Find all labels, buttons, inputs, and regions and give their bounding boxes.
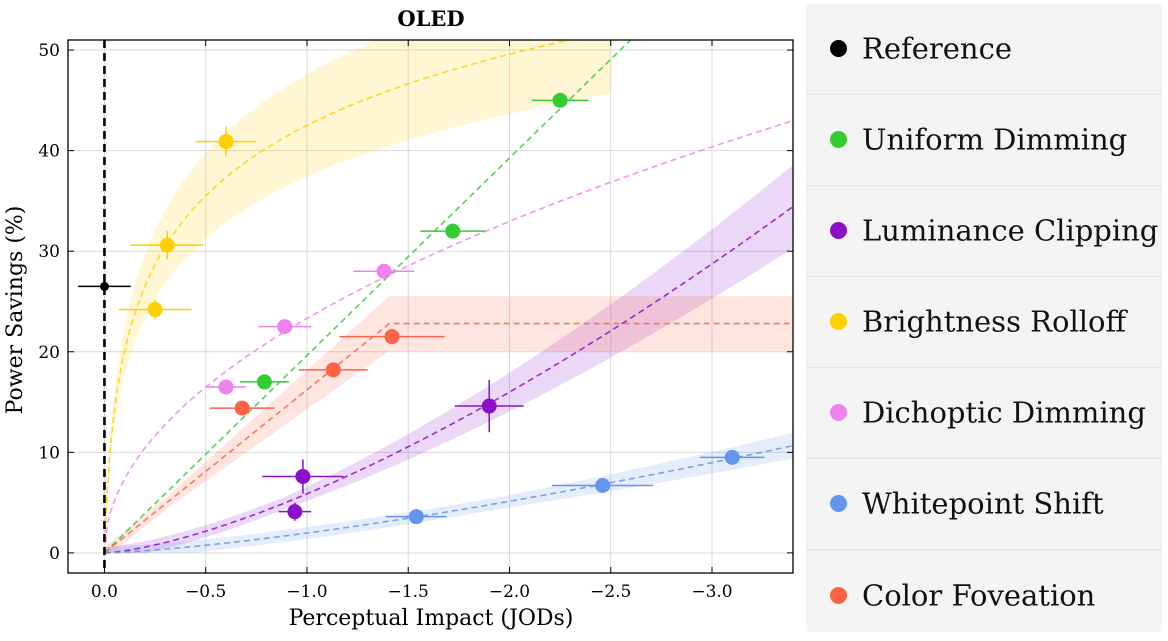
fit-curves: [103, 40, 793, 554]
fit-curve-dichoptic-dimming: [103, 119, 793, 553]
point-uniform-dimming: [240, 374, 289, 390]
y-tick-label: 20: [38, 343, 60, 363]
legend-marker: [830, 404, 847, 421]
point-dichoptic-dimming: [205, 379, 247, 395]
legend-item-uniform-dimming: Uniform Dimming: [806, 95, 1162, 186]
legend-item-dichoptic-dimming: Dichoptic Dimming: [806, 368, 1162, 459]
fit-curve-uniform-dimming: [103, 40, 632, 554]
y-axis-label: Power Savings (%): [3, 206, 28, 415]
legend: Reference Uniform Dimming Luminance Clippi…: [806, 4, 1162, 632]
point-marker: [287, 504, 303, 520]
x-tick-label: 0.0: [91, 582, 118, 602]
legend-item-brightness-rolloff: Brightness Rolloff: [806, 277, 1162, 368]
point-marker: [218, 134, 234, 150]
point-brightness-rolloff: [195, 126, 257, 157]
legend-item-whitepoint-shift: Whitepoint Shift: [806, 459, 1162, 550]
x-tick-label: −0.5: [185, 582, 226, 602]
point-uniform-dimming: [420, 223, 486, 239]
x-tick-label: −2.5: [590, 582, 631, 602]
legend-marker: [830, 313, 847, 330]
y-tick-label: 40: [38, 142, 60, 162]
point-marker: [376, 263, 392, 279]
point-uniform-dimming: [531, 92, 589, 108]
legend-label: Whitepoint Shift: [862, 486, 1104, 521]
chart-title: OLED: [397, 6, 464, 31]
y-tick-label: 10: [38, 443, 60, 463]
x-tick-label: −2.0: [489, 582, 530, 602]
legend-label: Color Foveation: [862, 577, 1096, 612]
point-luminance-clipping: [262, 459, 344, 494]
point-marker: [159, 237, 175, 253]
point-whitepoint-shift: [699, 449, 765, 465]
legend-marker: [830, 495, 847, 512]
legend-label: Reference: [862, 31, 1012, 66]
data-points: [78, 92, 765, 525]
point-color-foveation: [209, 400, 275, 416]
x-tick-label: −1.5: [388, 582, 429, 602]
x-tick-label: −1.0: [286, 582, 327, 602]
fit-band-brightness-rolloff: [104, 40, 611, 553]
point-color-foveation: [339, 329, 445, 345]
x-axis-label: Perceptual Impact (JODs): [289, 606, 574, 631]
point-marker: [445, 223, 461, 239]
point-marker: [256, 374, 272, 390]
point-reference: [78, 281, 131, 291]
point-marker: [595, 478, 611, 494]
fit-curve-brightness-rolloff: [103, 40, 574, 553]
axis-ticks: 0.0 −0.5 −1.0 −1.5 −2.0 −2.5 −3.0 0 10 20 30 40 50: [38, 40, 793, 602]
point-brightness-rolloff: [118, 299, 192, 320]
point-marker: [408, 509, 424, 525]
legend-marker: [830, 586, 847, 604]
fit-band-color-foveation: [104, 296, 793, 553]
point-marker: [552, 92, 568, 108]
point-luminance-clipping: [278, 502, 312, 521]
legend-item-color-foveation: Color Foveation: [806, 550, 1162, 641]
legend-item-luminance-clipping: Luminance Clipping: [806, 186, 1162, 277]
point-marker: [325, 362, 341, 378]
chart-svg: 0.0 −0.5 −1.0 −1.5 −2.0 −2.5 −3.0 0 10 20 30 40 50 O…: [3, 6, 794, 631]
fit-curve-whitepoint-shift: [104, 444, 793, 554]
point-marker: [384, 329, 400, 345]
legend-item-reference: Reference: [806, 4, 1162, 95]
fit-bands: [104, 40, 793, 553]
point-luminance-clipping: [454, 379, 524, 433]
point-whitepoint-shift: [385, 509, 447, 525]
point-marker: [481, 398, 497, 414]
point-color-foveation: [298, 362, 368, 378]
plot-frame: [67, 39, 794, 574]
point-marker: [277, 319, 293, 335]
point-whitepoint-shift: [552, 478, 654, 494]
grid: [68, 40, 793, 573]
legend-marker: [830, 222, 847, 239]
point-brightness-rolloff: [130, 231, 204, 260]
y-tick-label: 30: [38, 242, 60, 262]
y-tick-label: 0: [49, 544, 60, 564]
x-tick-label: −3.0: [691, 582, 732, 602]
point-marker: [724, 449, 740, 465]
fit-curve-color-foveation: [103, 322, 793, 554]
point-marker: [147, 302, 163, 318]
point-marker: [295, 468, 311, 484]
legend-label: Uniform Dimming: [862, 122, 1128, 157]
legend-label: Luminance Clipping: [862, 213, 1159, 248]
legend-marker: [830, 131, 847, 148]
legend-label: Dichoptic Dimming: [862, 395, 1146, 430]
legend-label: Brightness Rolloff: [862, 304, 1127, 339]
point-dichoptic-dimming: [353, 263, 415, 279]
point-marker: [234, 400, 250, 416]
point-marker: [218, 379, 234, 395]
point-marker: [99, 281, 109, 291]
point-dichoptic-dimming: [258, 319, 312, 335]
legend-marker: [830, 40, 847, 57]
y-tick-label: 50: [38, 41, 60, 61]
